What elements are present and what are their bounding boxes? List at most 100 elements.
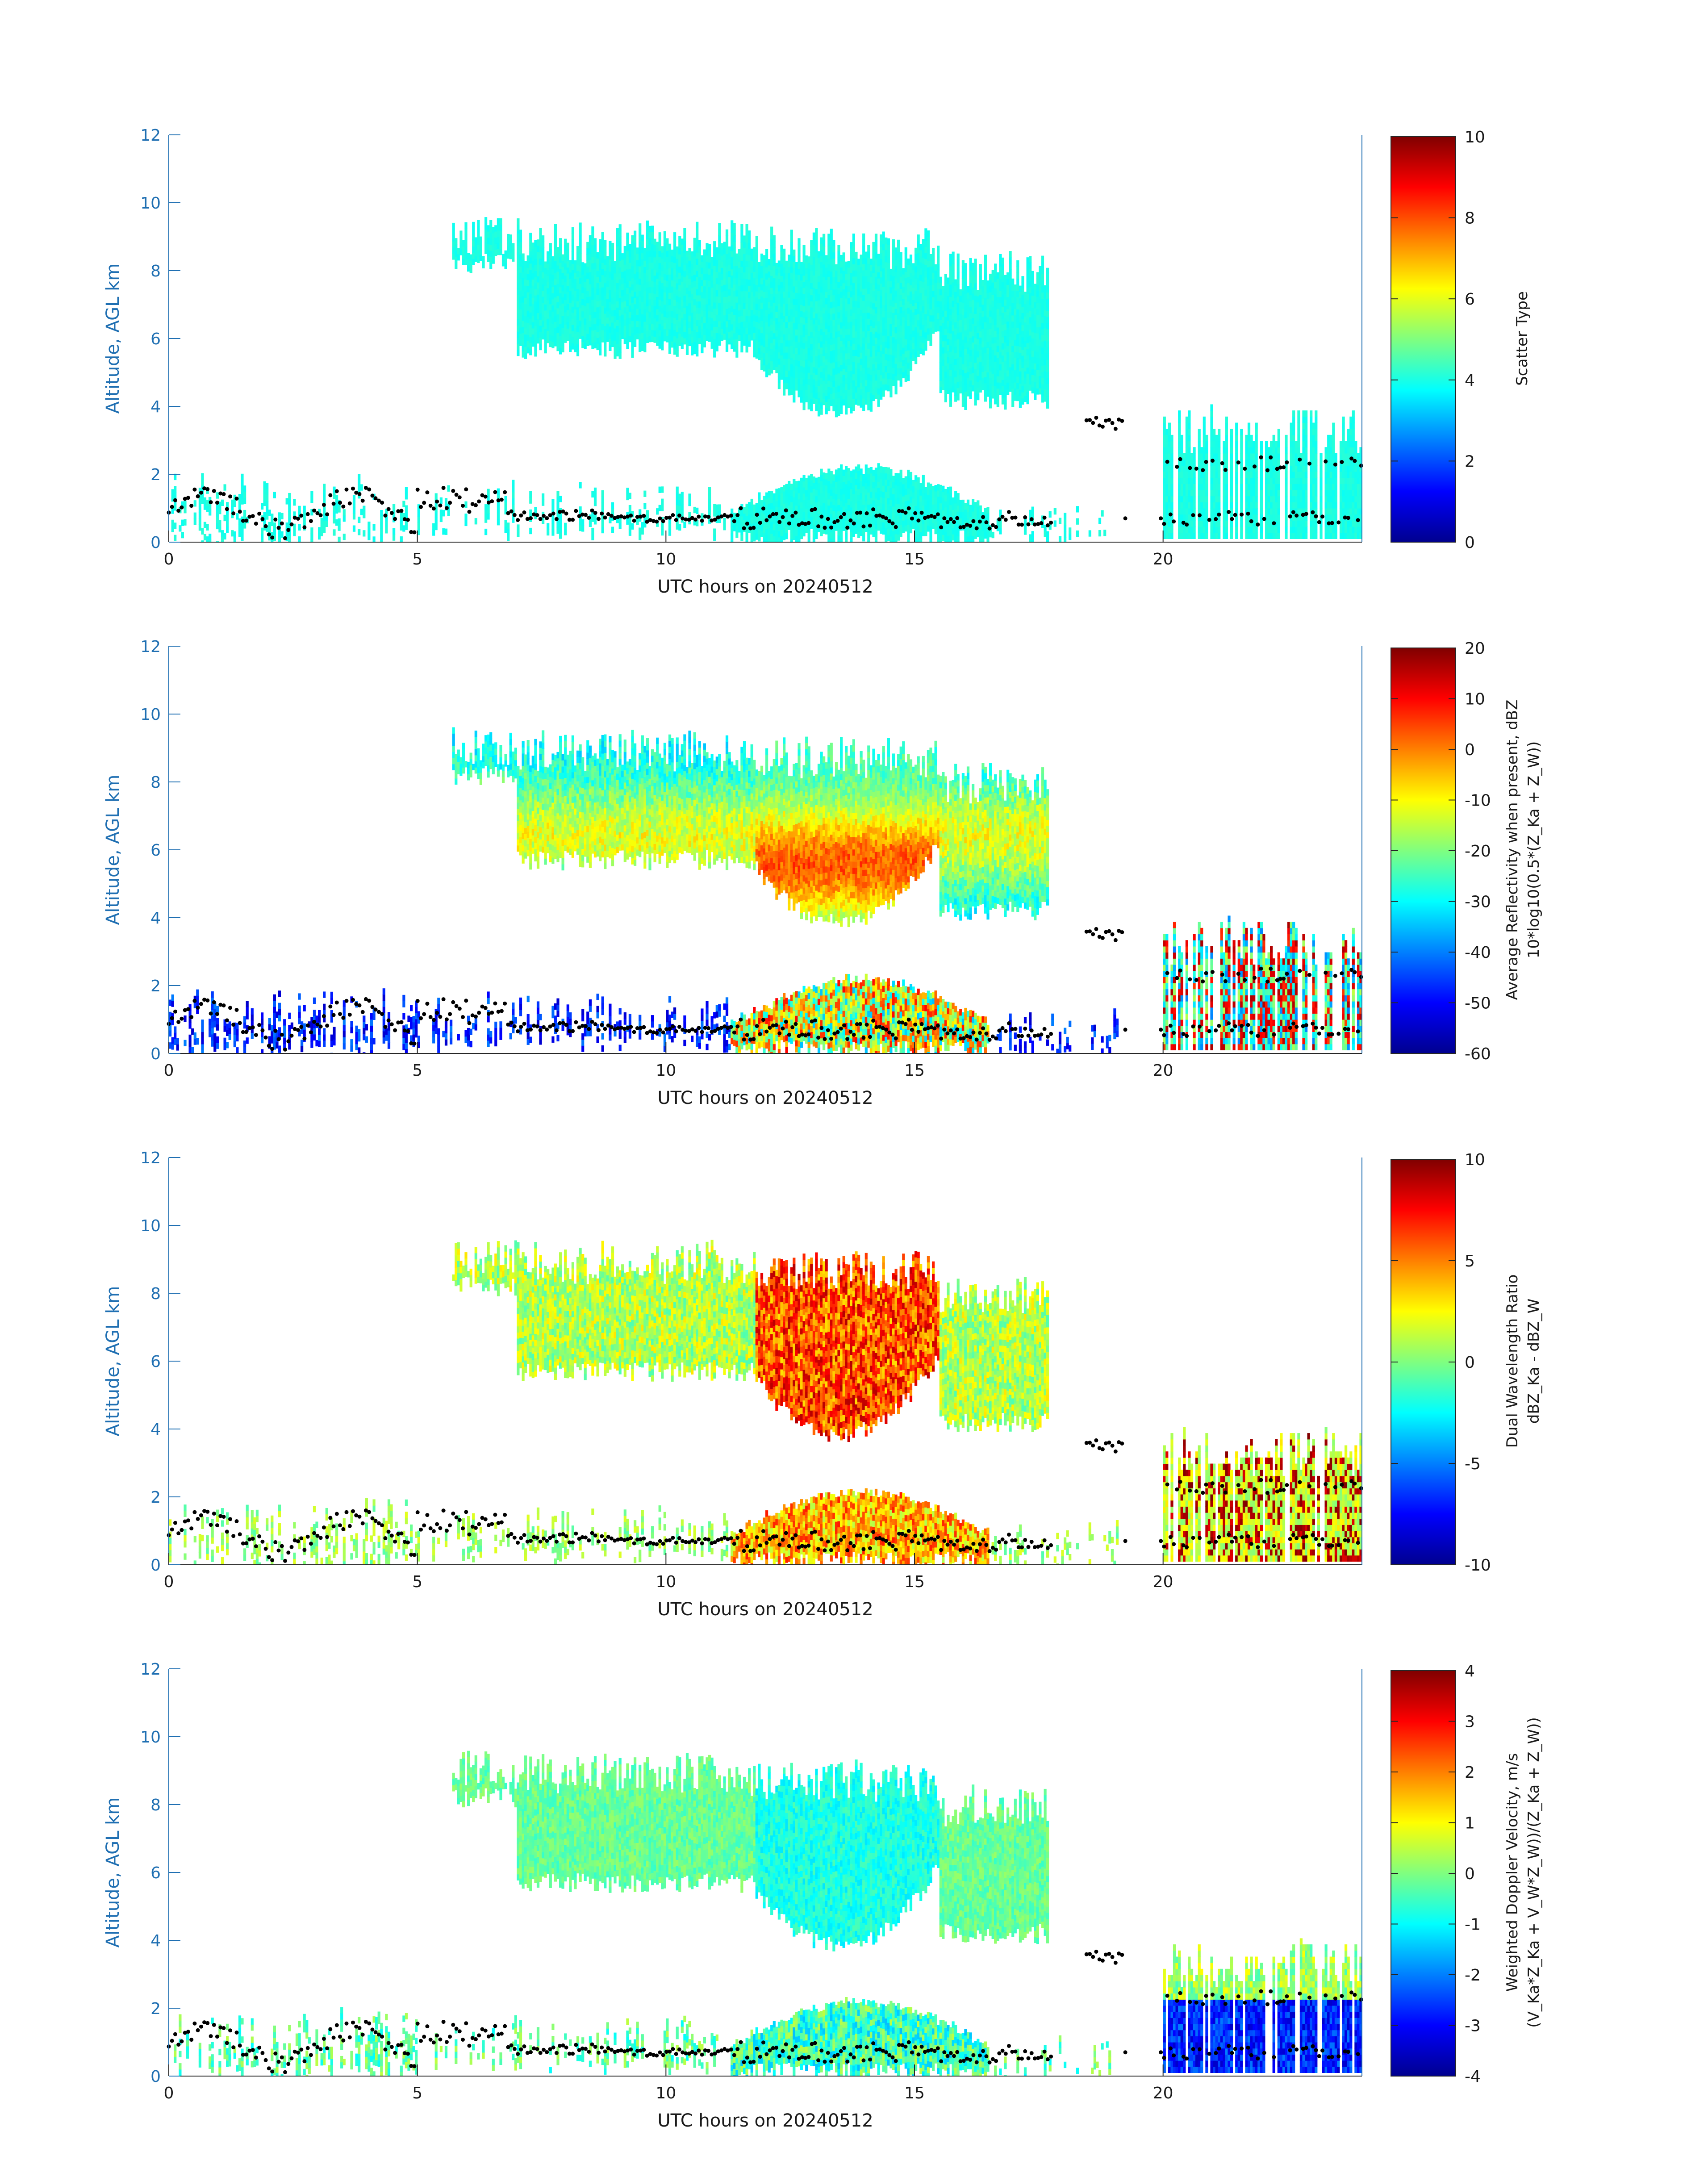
echo-cell	[847, 340, 850, 347]
echo-cell	[628, 323, 631, 330]
echo-cell	[723, 254, 726, 260]
echo-cell	[937, 270, 940, 276]
echo-cell	[892, 325, 895, 331]
echo-cell	[840, 279, 843, 286]
echo-cell	[639, 284, 642, 291]
echo-cell	[768, 363, 771, 369]
echo-cell	[894, 345, 898, 352]
echo-cell	[924, 247, 927, 253]
echo-cell	[775, 324, 778, 330]
echo-cell	[830, 332, 833, 339]
echo-cell	[1009, 349, 1012, 355]
echo-cell	[688, 248, 691, 255]
echo-cell	[827, 313, 831, 320]
echo-cell	[793, 274, 796, 280]
echo-cell	[544, 261, 547, 268]
echo-cell	[487, 231, 490, 238]
echo-cell	[1021, 325, 1024, 331]
echo-cell	[939, 386, 942, 393]
echo-cell	[626, 336, 629, 343]
echo-cell	[812, 293, 815, 300]
echo-cell	[961, 303, 965, 309]
echo-cell	[947, 332, 950, 339]
echo-cell	[698, 264, 701, 271]
echo-cell	[653, 293, 656, 300]
echo-cell	[830, 234, 833, 241]
echo-cell	[817, 263, 821, 270]
echo-cell	[793, 372, 796, 378]
echo-cell	[912, 336, 915, 343]
echo-cell	[765, 334, 768, 341]
echo-cell	[825, 255, 828, 262]
echo-cell	[643, 279, 647, 285]
echo-cell	[952, 380, 955, 386]
echo-cell	[777, 285, 781, 292]
echo-cell	[999, 254, 1002, 261]
echo-cell	[581, 262, 585, 269]
echo-cell	[698, 331, 701, 338]
echo-cell	[547, 257, 550, 264]
echo-cell	[860, 389, 863, 396]
echo-cell	[696, 246, 699, 253]
echo-cell	[937, 282, 940, 289]
echo-cell	[1044, 322, 1047, 329]
echo-cell	[956, 376, 960, 382]
echo-cell	[634, 273, 637, 280]
echo-cell	[701, 304, 704, 311]
echo-cell	[740, 242, 743, 249]
echo-cell	[783, 279, 786, 286]
echo-cell	[501, 254, 505, 260]
echo-cell	[902, 359, 905, 366]
echo-cell	[991, 368, 994, 374]
echo-cell	[218, 526, 221, 533]
echo-cell	[885, 298, 888, 305]
echo-cell	[561, 285, 564, 292]
echo-cell	[611, 273, 614, 280]
echo-cell	[380, 522, 383, 529]
echo-cell	[1009, 257, 1012, 264]
echo-cell	[979, 343, 982, 350]
echo-cell	[685, 318, 689, 325]
echo-cell	[922, 343, 925, 349]
echo-cell	[601, 521, 604, 527]
echo-cell	[698, 258, 701, 265]
echo-cell	[1001, 306, 1004, 313]
echo-cell	[887, 251, 890, 257]
echo-cell	[979, 294, 982, 301]
echo-cell	[238, 506, 242, 513]
echo-cell	[417, 522, 420, 529]
echo-cell	[740, 285, 743, 292]
echo-cell	[549, 292, 552, 298]
echo-cell	[880, 387, 883, 394]
echo-cell	[293, 523, 296, 530]
echo-cell	[964, 263, 967, 270]
echo-cell	[847, 261, 850, 268]
echo-cell	[417, 504, 420, 511]
echo-cell	[725, 345, 729, 352]
echo-cell	[531, 316, 535, 322]
echo-cell	[556, 259, 560, 266]
echo-cell	[810, 331, 813, 338]
echo-cell	[658, 263, 661, 269]
echo-cell	[867, 306, 870, 313]
echo-cell	[785, 364, 788, 371]
echo-cell	[974, 387, 977, 393]
echo-cell	[835, 350, 838, 356]
echo-cell	[783, 267, 786, 274]
echo-cell	[912, 300, 915, 306]
echo-cell	[917, 265, 920, 272]
echo-cell	[770, 318, 773, 325]
echo-cell	[827, 234, 831, 240]
echo-cell	[897, 288, 900, 295]
echo-cell	[942, 304, 945, 311]
echo-cell	[551, 275, 555, 281]
echo-cell	[827, 405, 831, 411]
echo-cell	[850, 254, 853, 261]
echo-cell	[832, 399, 835, 405]
echo-cell	[929, 291, 932, 297]
echo-cell	[738, 255, 741, 262]
echo-cell	[606, 287, 609, 293]
echo-cell	[912, 318, 915, 325]
echo-cell	[966, 317, 970, 323]
echo-cell	[775, 367, 778, 373]
